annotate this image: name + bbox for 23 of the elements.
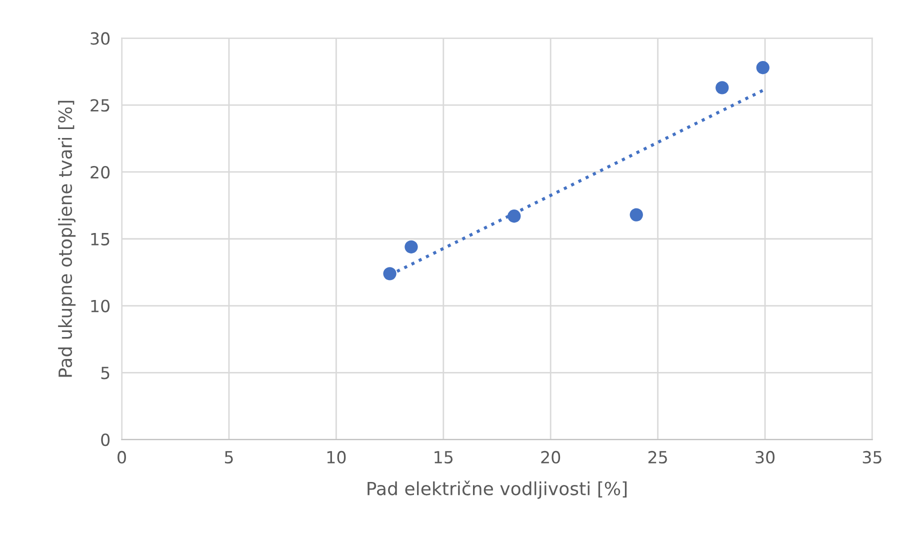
point xyxy=(404,240,418,254)
y-axis-title: Pad ukupne otopljene tvari [%] xyxy=(58,100,76,377)
y-tick-label: 10 xyxy=(91,300,110,312)
y-tick-label: 15 xyxy=(91,233,110,246)
point xyxy=(383,267,396,280)
x-tick-label: 5 xyxy=(224,451,233,464)
point xyxy=(508,210,521,223)
point xyxy=(716,81,729,94)
y-tick-label: 5 xyxy=(101,366,110,380)
y-tick-label: 0 xyxy=(101,433,110,446)
point xyxy=(756,61,770,74)
x-tick-label: 30 xyxy=(756,450,775,464)
y-tick-label: 20 xyxy=(90,166,110,179)
x-axis-title: Pad električne vodljivosti [%] xyxy=(368,480,627,499)
y-tick-label: 30 xyxy=(90,32,110,45)
x-tick-label: 20 xyxy=(541,450,560,464)
x-tick-label: 35 xyxy=(862,450,882,464)
x-tick-label: 0 xyxy=(118,450,126,464)
x-tick-label: 10 xyxy=(327,450,346,464)
y-tick-label: 25 xyxy=(90,99,110,112)
x-tick-label: 25 xyxy=(648,450,667,464)
x-tick-label: 15 xyxy=(434,451,453,464)
point xyxy=(630,208,643,222)
